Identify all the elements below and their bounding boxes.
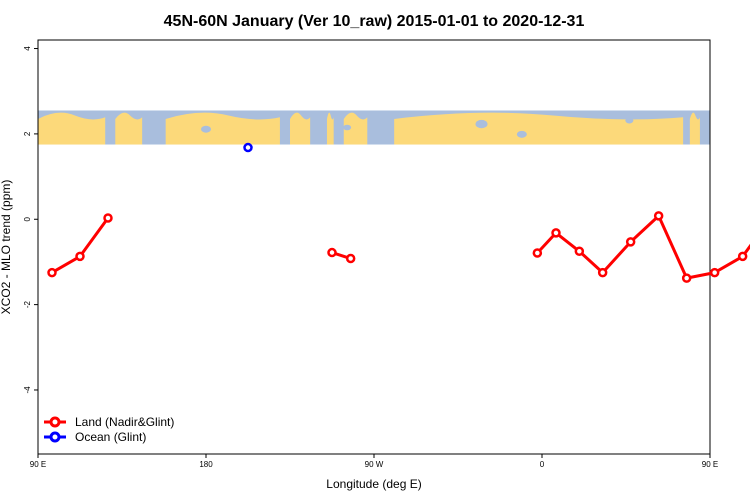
map-land	[290, 112, 311, 145]
map-land	[38, 112, 106, 145]
chart-title: 45N-60N January (Ver 10_raw) 2015-01-01 …	[164, 13, 585, 30]
data-point	[103, 213, 113, 223]
x-tick-label: 90 W	[365, 460, 384, 469]
legend-item-land: Land (Nadir&Glint)	[44, 415, 174, 429]
legend-marker-ocean	[49, 431, 61, 443]
y-tick-label: -2	[23, 301, 32, 309]
map-water	[201, 125, 211, 133]
legend-label-land: Land (Nadir&Glint)	[75, 415, 174, 429]
legend-item-ocean: Ocean (Glint)	[44, 430, 146, 444]
axis-ticks: 90 E 180 90 W 0 90 E 4 2 0 -2 -4	[23, 46, 718, 469]
map-land	[343, 112, 368, 145]
data-point	[345, 253, 356, 264]
data-point	[75, 251, 85, 262]
map-land	[394, 112, 684, 145]
map-land	[326, 112, 334, 145]
plot-frame	[37, 39, 711, 455]
data-point	[597, 267, 608, 278]
map-land	[115, 112, 143, 145]
map-land	[689, 112, 700, 145]
y-tick-label: -4	[23, 386, 32, 394]
y-tick-label: 4	[23, 46, 32, 51]
data-series	[47, 142, 750, 283]
x-tick-label: 90 E	[30, 460, 46, 469]
data-point	[625, 237, 636, 247]
map-water	[625, 117, 634, 124]
data-point	[551, 228, 561, 238]
x-tick-label: 0	[540, 460, 545, 469]
y-axis-label: XCO2 - MLO trend (ppm)	[0, 180, 13, 315]
data-point	[574, 246, 585, 257]
data-point	[327, 247, 337, 258]
data-point	[532, 248, 543, 258]
data-point	[737, 251, 748, 262]
data-point	[709, 267, 720, 278]
legend: Land (Nadir&Glint) Ocean (Glint)	[44, 415, 174, 444]
map-water	[475, 119, 488, 129]
x-tick-label: 90 E	[702, 460, 718, 469]
y-tick-label: 0	[23, 216, 32, 221]
y-tick-label: 2	[23, 131, 32, 136]
world-map-band	[38, 110, 710, 145]
series-line	[51, 217, 110, 274]
map-water	[343, 124, 352, 131]
legend-marker-land	[49, 416, 61, 428]
data-point	[653, 211, 664, 221]
data-point	[243, 142, 253, 153]
x-axis-label: Longitude (deg E)	[326, 477, 421, 491]
data-point	[47, 267, 57, 278]
series-1	[243, 142, 253, 153]
data-point	[681, 273, 692, 283]
legend-label-ocean: Ocean (Glint)	[75, 430, 146, 444]
series-0	[47, 211, 750, 283]
map-land	[165, 112, 280, 145]
map-water	[516, 130, 527, 138]
x-tick-label: 180	[199, 460, 213, 469]
series-line	[536, 214, 750, 280]
